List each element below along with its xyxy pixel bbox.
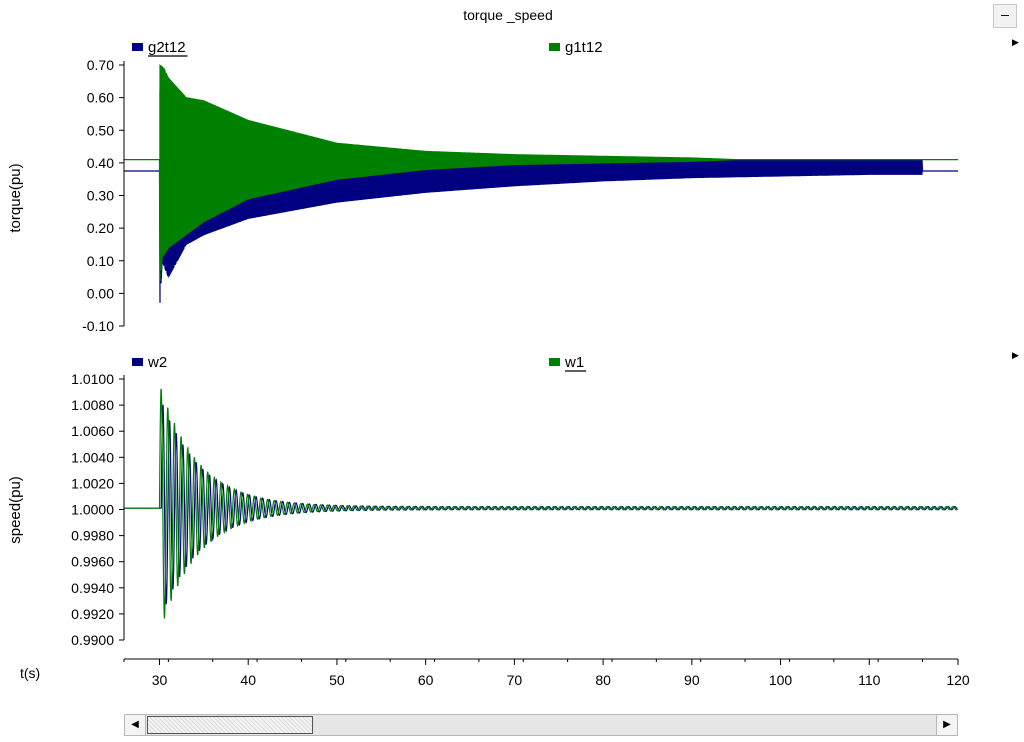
- expand-bottom-panel-icon[interactable]: ▶: [1012, 350, 1019, 360]
- torque-plot-area: [124, 64, 958, 303]
- x-tick-label: 50: [329, 672, 345, 688]
- legend-label-g2t12[interactable]: g2t12: [148, 39, 186, 56]
- series-line-w2: [124, 404, 959, 605]
- scroll-right-button[interactable]: ▶: [936, 715, 957, 735]
- legend-swatch-g1t12[interactable]: [549, 43, 560, 51]
- torque-y-tick-label: 0.70: [87, 57, 114, 73]
- speed-y-tick-label: 1.0020: [71, 475, 114, 491]
- speed-y-tick-label: 1.0000: [71, 502, 114, 518]
- series-line-g1t12: [124, 64, 958, 282]
- minimize-button[interactable]: –: [993, 4, 1017, 28]
- speed-y-tick-label: 1.0040: [71, 449, 114, 465]
- x-axis-label: t(s): [20, 665, 40, 681]
- torque-y-tick-label: 0.20: [87, 220, 114, 236]
- torque-legend: g2t12 g1t12: [132, 39, 603, 57]
- legend-swatch-g2t12[interactable]: [132, 43, 143, 51]
- x-tick-label: 30: [152, 672, 168, 688]
- speed-plot-area: [124, 388, 959, 619]
- x-tick-label: 120: [946, 672, 970, 688]
- speed-y-tick-label: 1.0100: [71, 371, 114, 387]
- speed-y-tick-label: 1.0080: [71, 397, 114, 413]
- speed-legend: w2 w1: [132, 354, 587, 372]
- expand-top-panel-icon[interactable]: ▶: [1012, 37, 1019, 47]
- legend-swatch-w1[interactable]: [549, 358, 560, 366]
- chart-title: torque _speed: [463, 7, 553, 23]
- scroll-left-button[interactable]: ◀: [125, 715, 146, 735]
- x-tick-label: 110: [858, 672, 881, 688]
- torque-y-tick-label: -0.10: [82, 318, 114, 334]
- speed-y-tick-label: 1.0060: [71, 423, 114, 439]
- time-x-axis: 30 40 50 60 70 80 90 100 110 120: [123, 658, 970, 688]
- series-line-w1: [124, 388, 959, 619]
- speed-y-tick-label: 0.9960: [71, 554, 114, 570]
- x-tick-label: 80: [595, 672, 611, 688]
- x-tick-label: 60: [418, 672, 434, 688]
- legend-label-w2[interactable]: w2: [147, 354, 167, 371]
- x-tick-label: 100: [769, 672, 793, 688]
- speed-y-tick-label: 0.9920: [71, 606, 114, 622]
- x-tick-label: 40: [240, 672, 256, 688]
- scrollbar-thumb[interactable]: [147, 716, 313, 734]
- speed-y-tick-label: 0.9940: [71, 580, 114, 596]
- legend-label-w1[interactable]: w1: [564, 354, 584, 371]
- legend-swatch-w2[interactable]: [132, 358, 143, 366]
- torque-y-tick-label: 0.60: [87, 90, 114, 106]
- x-tick-label: 90: [684, 672, 700, 688]
- speed-plot: w2 w1 1.0100 1.0080 1.0060 1.0040 1.0020 1.000…: [7, 354, 959, 648]
- torque-y-tick-label: 0.00: [87, 285, 114, 301]
- speed-y-tick-label: 0.9980: [71, 528, 114, 544]
- torque-y-tick-label: 0.40: [87, 155, 114, 171]
- torque-y-axis-label: torque(pu): [7, 163, 24, 232]
- torque-y-tick-label: 0.50: [87, 122, 114, 138]
- torque-y-axis: 0.70 0.60 0.50 0.40 0.30 0.20 0.10 0.00 -0.10: [82, 57, 125, 334]
- speed-y-tick-label: 0.9900: [71, 632, 114, 648]
- torque-y-tick-label: 0.30: [87, 188, 114, 204]
- legend-label-g1t12[interactable]: g1t12: [565, 39, 603, 56]
- speed-y-axis: 1.0100 1.0080 1.0060 1.0040 1.0020 1.0000 0.99…: [71, 371, 125, 648]
- horizontal-scrollbar[interactable]: ◀ ▶: [124, 714, 958, 736]
- speed-y-axis-label: speed(pu): [7, 476, 24, 544]
- x-tick-label: 70: [507, 672, 523, 688]
- torque-y-tick-label: 0.10: [87, 253, 114, 269]
- torque-plot: g2t12 g1t12 0.700.600.500.400.300.200.100…: [7, 39, 958, 334]
